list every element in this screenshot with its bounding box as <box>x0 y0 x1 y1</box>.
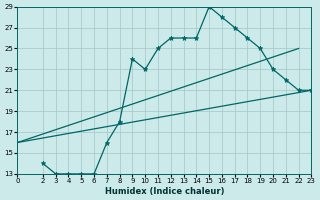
X-axis label: Humidex (Indice chaleur): Humidex (Indice chaleur) <box>105 187 224 196</box>
